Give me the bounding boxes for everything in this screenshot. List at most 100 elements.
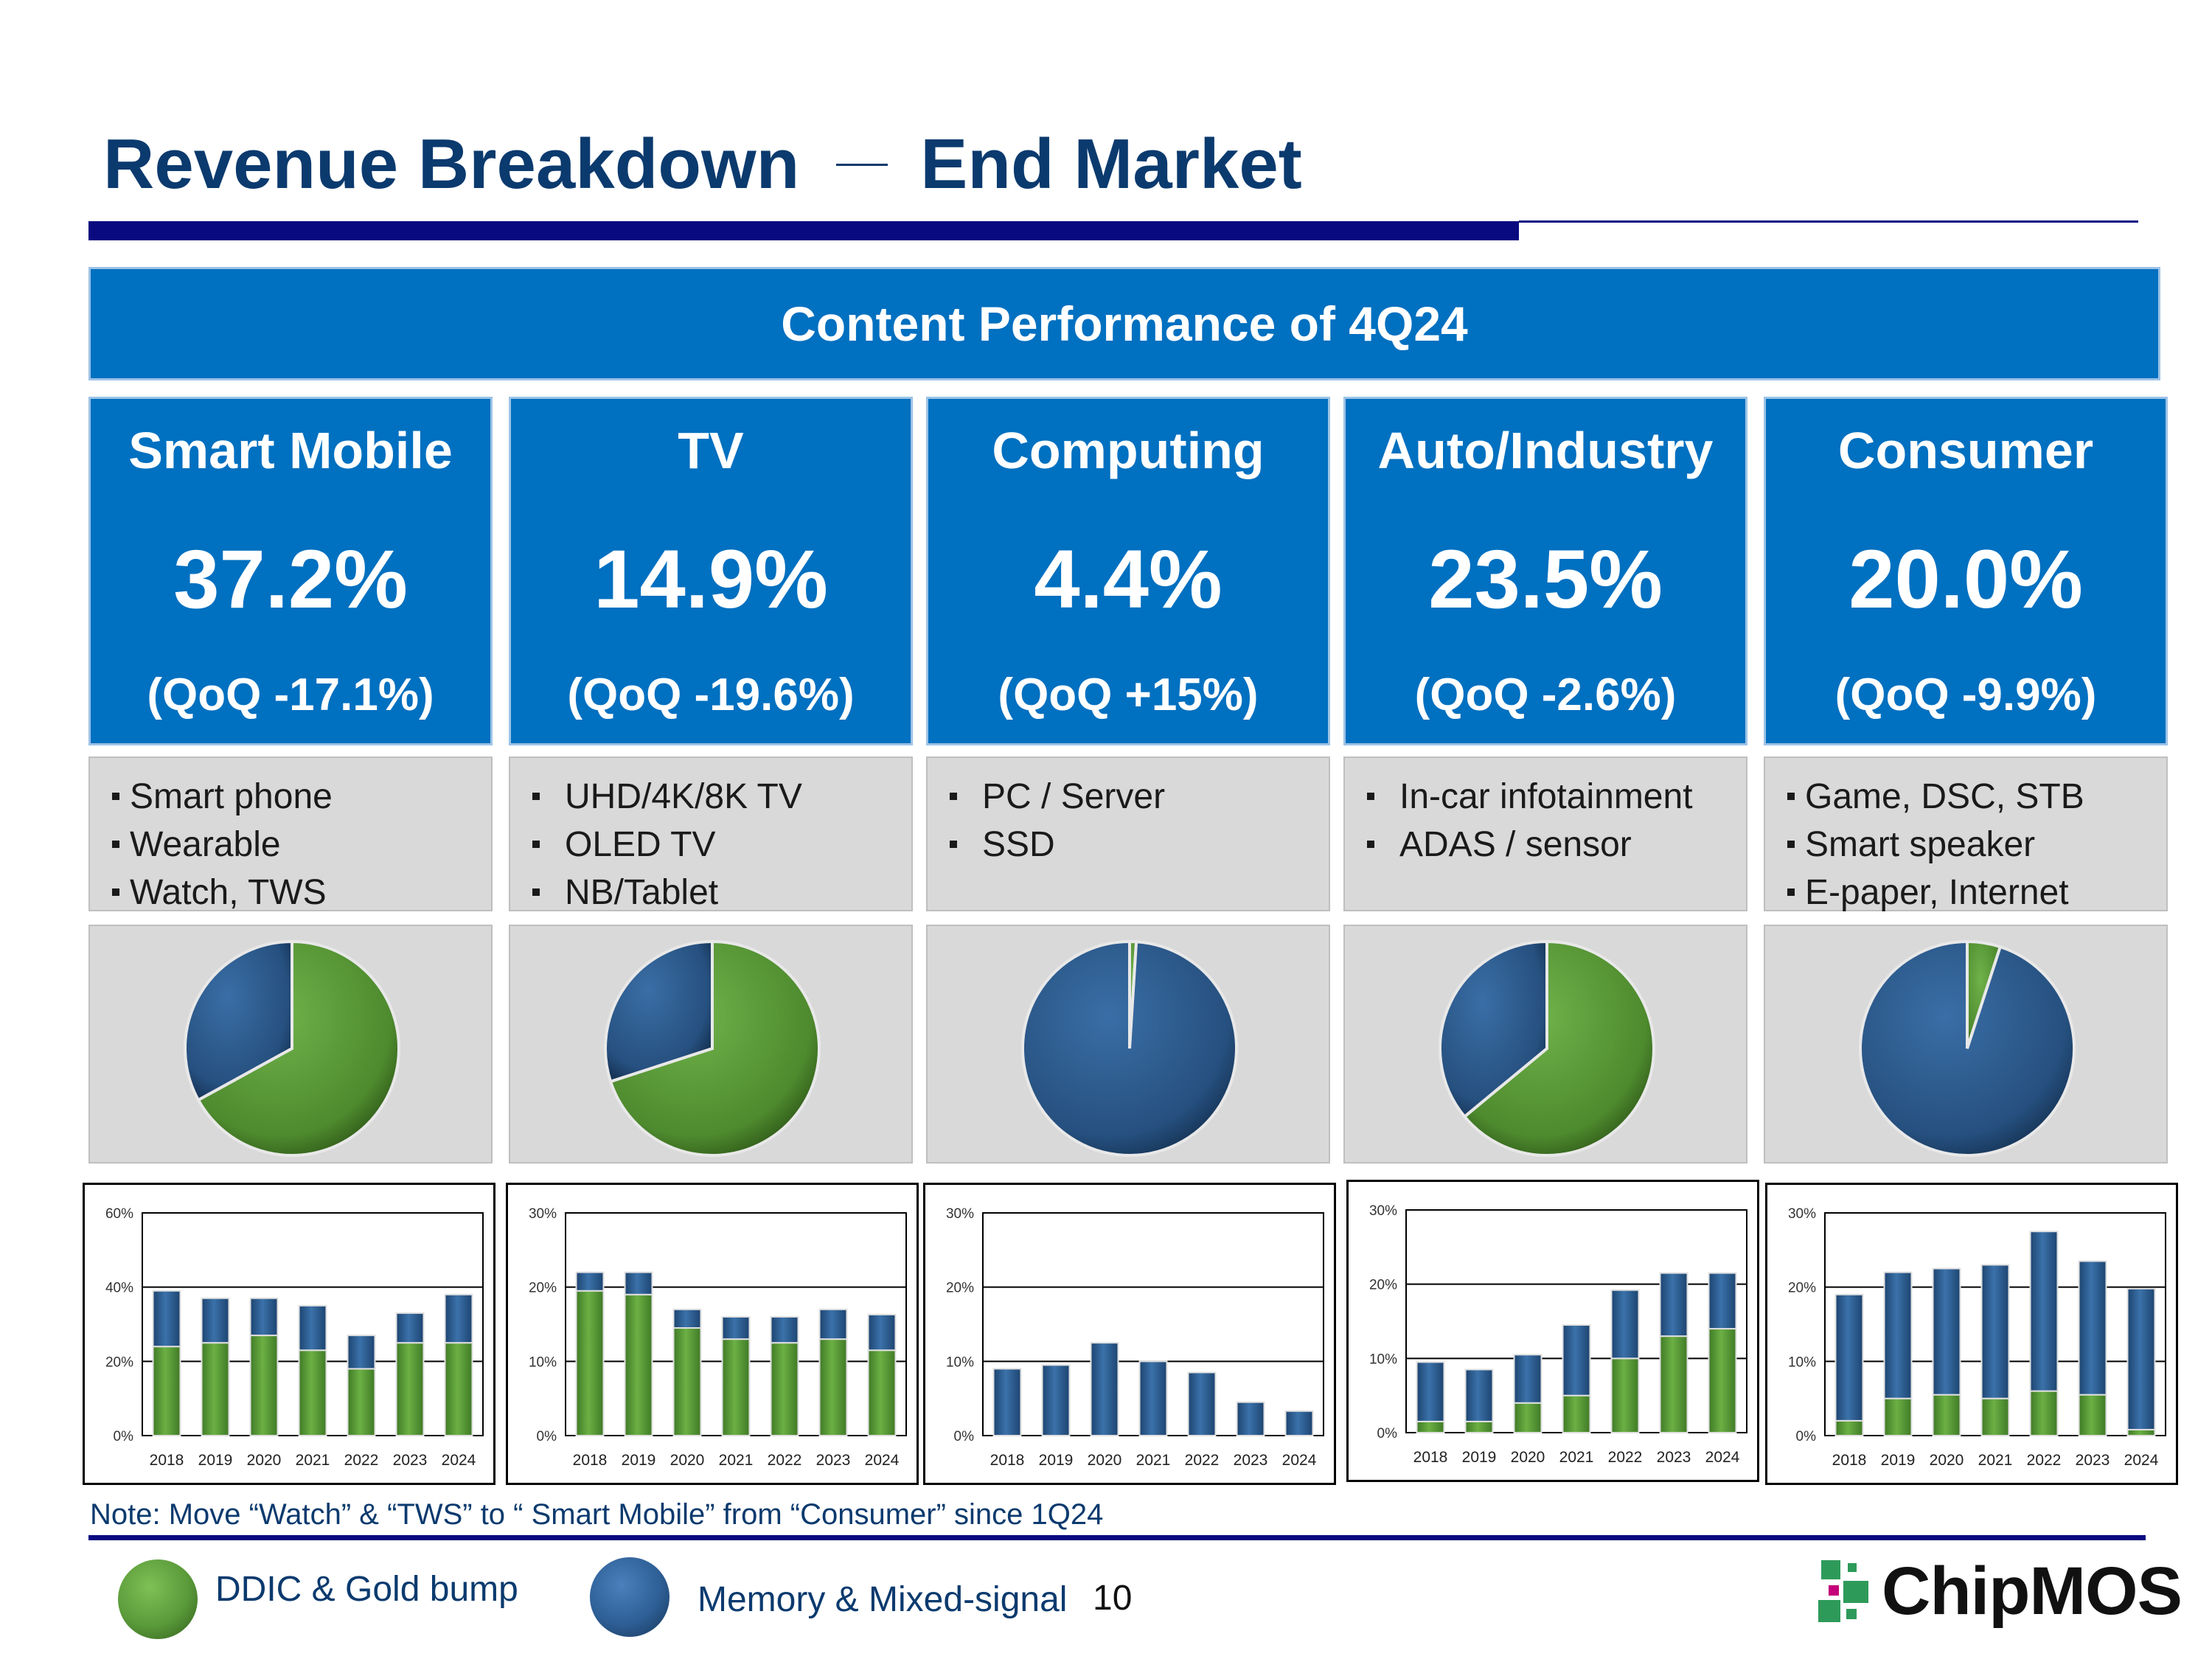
bar-segment-memory: [1932, 1267, 1961, 1396]
x-tick-label: 2024: [442, 1452, 476, 1469]
bar-segment-memory: [2029, 1231, 2059, 1392]
y-tick-label: 30%: [946, 1206, 974, 1222]
y-tick-label: 30%: [1369, 1203, 1397, 1219]
bar-chart-svg: 0% 20% 40% 60% 2018 2019 2020 2021 2022 2023 2024: [105, 1206, 484, 1469]
bar-segment-ddic: [2029, 1390, 2059, 1437]
bullet-square-icon: [950, 841, 957, 848]
pie-chart-panel: [509, 925, 913, 1164]
pie-chart: [1439, 939, 1655, 1157]
x-tick-label: 2019: [1039, 1452, 1074, 1469]
y-tick-label: 0%: [114, 1429, 134, 1444]
list-item-label: UHD/4K/8K TV: [565, 777, 802, 816]
market-name: Consumer: [1837, 422, 2094, 479]
x-tick-label: 2020: [1511, 1449, 1545, 1466]
y-tick-label: 20%: [1369, 1278, 1397, 1293]
title-rule-thick: [88, 221, 1519, 240]
market-share: 23.5%: [1428, 533, 1663, 625]
y-tick-label: 20%: [946, 1281, 974, 1296]
pie-slice-ddic: [196, 939, 400, 1157]
list-item: Wearable: [112, 821, 491, 869]
footer-rule: [88, 1535, 2146, 1540]
list-item-label: Smart speaker: [1805, 825, 2036, 864]
title-dash: [836, 164, 888, 167]
list-item-label: Watch, TWS: [130, 873, 327, 912]
x-tick-label: 2023: [2076, 1452, 2110, 1469]
x-tick-label: 2019: [1462, 1449, 1497, 1466]
application-list: Game, DSC, STB Smart speaker E-paper, Inte…: [1764, 757, 2168, 912]
title-rule-thin: [1519, 220, 2138, 223]
bar-segment-memory: [347, 1335, 376, 1370]
x-tick-label: 2018: [1832, 1452, 1867, 1469]
bar-segment-memory: [152, 1290, 181, 1348]
bar-segment-memory: [1284, 1410, 1314, 1436]
y-tick-label: 0%: [1796, 1429, 1817, 1444]
list-item-label: NB/Tablet: [565, 873, 719, 912]
market-share: 14.9%: [594, 533, 828, 625]
y-tick-label: 30%: [1788, 1206, 1816, 1222]
market-name: Auto/Industry: [1377, 422, 1714, 479]
list-item: ADAS / sensor: [1367, 821, 1746, 869]
x-tick-label: 2019: [198, 1452, 233, 1469]
bar-segment-ddic: [1610, 1357, 1640, 1433]
bar-segment-memory: [672, 1308, 702, 1329]
bar-segment-memory: [1464, 1368, 1494, 1422]
market-qoq: (QoQ -9.9%): [1834, 669, 2097, 720]
legend-label-memory: Memory & Mixed-signal: [698, 1580, 1068, 1619]
list-item: Watch, TWS: [112, 869, 491, 917]
x-tick-label: 2020: [670, 1452, 705, 1469]
list-item-label: In-car infotainment: [1399, 777, 1693, 816]
bar-segment-ddic: [1834, 1419, 1864, 1437]
application-list: UHD/4K/8K TV OLED TV NB/Tablet: [509, 757, 913, 912]
x-tick-label: 2021: [1559, 1449, 1594, 1466]
bar-segment-memory: [867, 1313, 897, 1352]
bar-segment-memory: [298, 1304, 327, 1352]
bar-segment-memory: [992, 1368, 1022, 1436]
legend-blue-ball-icon: [590, 1557, 669, 1637]
x-tick-label: 2024: [1705, 1449, 1740, 1466]
y-tick-label: 60%: [105, 1206, 133, 1222]
market-box: TV 14.9% (QoQ -19.6%): [509, 397, 913, 745]
bullet-square-icon: [532, 841, 540, 848]
stacked-bar-chart: 0% 10% 20% 30% 2018 2019 2020 2021 2022 2023 2024: [1346, 1180, 1759, 1482]
page-title: Revenue Breakdown End Market: [103, 124, 1302, 205]
x-tick-label: 2021: [1136, 1452, 1171, 1469]
bar-segment-memory: [1416, 1361, 1445, 1422]
x-tick-label: 2024: [1282, 1452, 1317, 1469]
bar-segment-memory: [1236, 1401, 1265, 1437]
list-item: Smart speaker: [1787, 821, 2166, 869]
list-item: E-paper, Internet: [1787, 869, 2166, 917]
content-banner: Content Performance of 4Q24: [88, 267, 2160, 380]
bar-segment-memory: [249, 1297, 279, 1337]
legend-green-ball-icon: [118, 1559, 198, 1639]
market-qoq: (QoQ +15%): [998, 669, 1259, 720]
pie-chart-panel: [1764, 925, 2168, 1164]
x-tick-label: 2020: [1930, 1452, 1964, 1469]
bar-segment-ddic: [1932, 1394, 1961, 1436]
bar-segment-ddic: [2078, 1394, 2107, 1436]
x-tick-label: 2022: [344, 1452, 379, 1469]
market-qoq: (QoQ -17.1%): [147, 669, 434, 720]
bar-segment-memory: [1513, 1354, 1543, 1404]
legend-label-ddic: DDIC & Gold bump: [215, 1570, 518, 1609]
y-tick-label: 10%: [1788, 1354, 1816, 1370]
bar-segment-ddic: [1464, 1420, 1494, 1433]
bullet-square-icon: [1787, 841, 1795, 848]
x-tick-label: 2022: [1608, 1449, 1643, 1466]
bar-segment-memory: [1041, 1364, 1071, 1436]
pie-chart-panel: [1343, 925, 1747, 1164]
bar-segment-ddic: [672, 1327, 702, 1436]
y-tick-label: 30%: [529, 1206, 557, 1222]
bar-segment-memory: [1708, 1272, 1737, 1330]
bar-segment-ddic: [152, 1346, 181, 1436]
x-tick-label: 2022: [2027, 1452, 2062, 1469]
x-tick-label: 2023: [1657, 1449, 1691, 1466]
pie-slice-memory: [1439, 939, 1548, 1119]
bar-segment-memory: [2078, 1260, 2107, 1396]
list-item: SSD: [950, 821, 1329, 869]
bar-chart-svg: 0% 10% 20% 30% 2018 2019 2020 2021 2022 2023 2024: [529, 1206, 907, 1469]
bar-segment-memory: [1883, 1271, 1913, 1399]
x-tick-label: 2024: [2124, 1452, 2159, 1469]
x-tick-label: 2018: [573, 1452, 608, 1469]
market-name: Smart Mobile: [128, 422, 453, 479]
y-tick-label: 40%: [105, 1281, 133, 1296]
